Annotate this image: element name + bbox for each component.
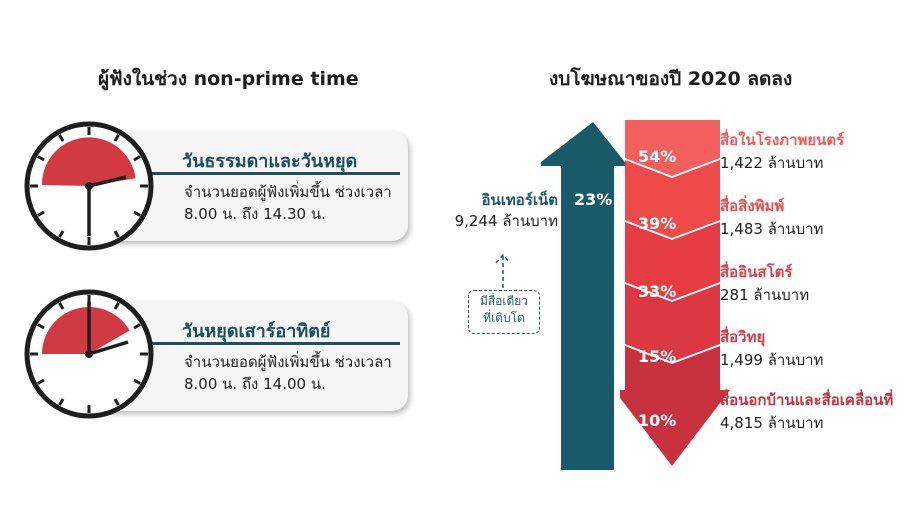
segment-print: [625, 160, 720, 238]
instore-title: สื่ออินสโตร์: [720, 263, 793, 281]
internet-title: อินเทอร์เน็ต: [481, 191, 558, 209]
dashed-up-arrow-icon: [495, 253, 511, 288]
outdoor-title: สื่อนอกบ้านและสื่อเคลื่อนที่: [720, 391, 894, 409]
weekday-card-text-line2: 8.00 น. ถึง 14.30 น.: [184, 205, 326, 223]
clock-highlight-arc: [41, 137, 136, 186]
weekday-card-divider: [150, 172, 400, 175]
instore-percent: 33%: [638, 282, 677, 301]
cinema-title: สื่อในโรงภาพยนตร์: [720, 131, 845, 149]
down-arrow-icon: [620, 120, 730, 466]
clock-icon-weekday: [24, 121, 154, 251]
right-heading: งบโฆษณาของปี 2020 ลดลง: [549, 68, 793, 90]
print-title: สื่อสิ่งพิมพ์: [720, 197, 785, 215]
left-heading: ผู้ฟังในช่วง non-prime time: [98, 68, 359, 90]
segment-cinema: [625, 120, 720, 176]
cinema-value: 1,422 ล้านบาท: [720, 154, 824, 172]
outdoor-percent: 10%: [638, 411, 677, 430]
cinema-percent: 54%: [638, 147, 677, 166]
print-percent: 39%: [638, 214, 677, 233]
segment-radio: [625, 284, 720, 362]
segment-outdoor: [620, 346, 730, 466]
internet-percent: 23%: [574, 190, 613, 209]
print-value: 1,483 ล้านบาท: [720, 220, 824, 238]
radio-value: 1,499 ล้านบาท: [720, 351, 824, 369]
weekday-card-title: วันธรรมดาและวันหยุด: [182, 151, 358, 172]
internet-value: 9,244 ล้านบาท: [454, 212, 558, 230]
weekend-card-text-line1: จำนวนยอดผู้ฟังเพิ่มขึ้น ช่วงเวลา: [184, 353, 392, 371]
growth-note: มีสื่อเดียว ที่เติบโต: [468, 290, 540, 334]
radio-percent: 15%: [638, 347, 677, 366]
weekend-card-text-line2: 8.00 น. ถึง 14.00 น.: [184, 375, 326, 393]
clock-highlight-arc: [42, 307, 130, 354]
clock-icon-weekend: [24, 289, 154, 419]
outdoor-value: 4,815 ล้านบาท: [720, 414, 824, 432]
weekday-card-text-line1: จำนวนยอดผู้ฟังเพิ่มขึ้น ช่วงเวลา: [184, 183, 392, 201]
weekend-card-title: วันหยุดเสาร์อาทิตย์: [182, 321, 331, 342]
segment-instore: [625, 222, 720, 300]
weekend-card-divider: [150, 342, 400, 345]
growth-note-line1: มีสื่อเดียว: [479, 294, 529, 308]
radio-title: สื่อวิทยุ: [720, 328, 766, 346]
growth-note-line2: ที่เติบโต: [483, 311, 525, 325]
up-arrow-icon: [541, 122, 628, 470]
instore-value: 281 ล้านบาท: [720, 286, 810, 304]
